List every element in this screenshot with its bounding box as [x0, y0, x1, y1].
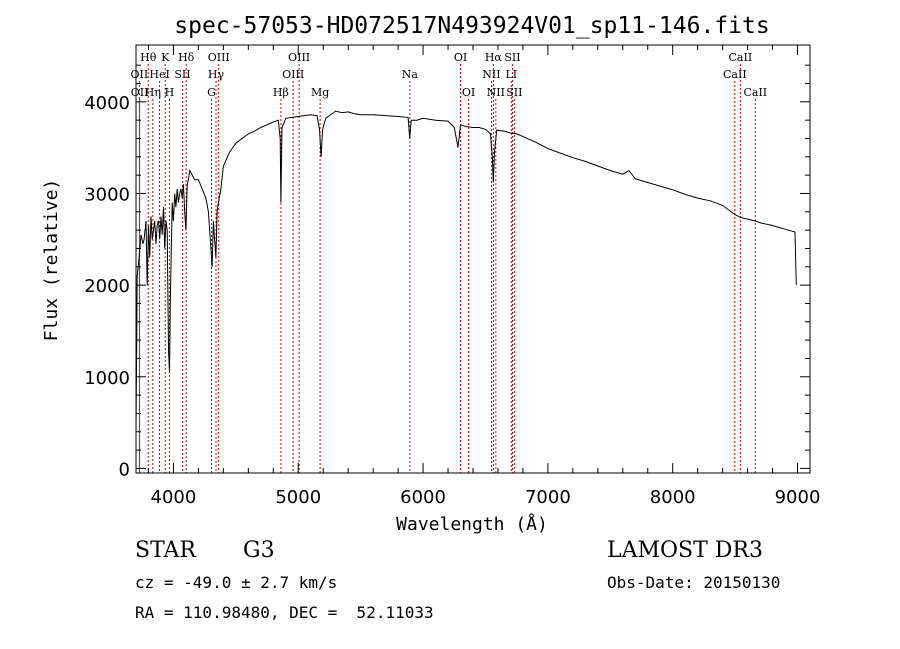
- line-label-8: Hδ: [178, 51, 195, 64]
- line-label-27: CaII: [743, 86, 767, 99]
- line-label-5: K: [161, 51, 170, 64]
- line-label-9: G: [207, 86, 216, 99]
- line-label-21: NII: [487, 86, 505, 99]
- survey-name: LAMOST DR3: [607, 538, 763, 563]
- x-tick-label: 7000: [525, 487, 571, 508]
- line-label-12: Hβ: [273, 86, 289, 99]
- obs-date-text: Obs-Date: 20150130: [607, 573, 781, 592]
- line-label-18: OI: [462, 86, 475, 99]
- y-tick-label: 0: [119, 459, 130, 480]
- line-label-26: CaII: [729, 51, 753, 64]
- y-tick-label: 2000: [84, 276, 130, 297]
- line-label-10: Hγ: [208, 68, 225, 81]
- line-label-23: LI: [505, 68, 517, 81]
- object-class: STAR: [135, 538, 196, 563]
- x-tick-label: 8000: [650, 487, 696, 508]
- line-label-15: Mg: [311, 86, 329, 99]
- y-tick-label: 3000: [84, 184, 130, 205]
- flux-series-line: [135, 110, 797, 432]
- line-label-6: H: [165, 86, 175, 99]
- line-label-1: OII: [131, 86, 149, 99]
- line-label-13: OIII: [282, 68, 304, 81]
- line-label-20: Hα: [485, 51, 503, 64]
- x-tick-label: 5000: [275, 487, 321, 508]
- line-label-0: OII: [131, 68, 149, 81]
- emission-line-labels: OII OII Hθ Hη HeI K H SII Hδ G Hγ OIII Hβ OIII OIII Mg N…: [131, 51, 768, 99]
- coordinates-text: RA = 110.98480, DEC = 52.11033: [135, 603, 434, 622]
- y-tick-label: 4000: [84, 93, 130, 114]
- x-tick-label: 6000: [400, 487, 446, 508]
- x-tick-label: 4000: [151, 487, 197, 508]
- line-label-24: SII: [506, 86, 522, 99]
- x-tick-label: 9000: [775, 487, 821, 508]
- y-tick-label: 1000: [84, 368, 130, 389]
- line-label-2: Hθ: [140, 51, 157, 64]
- x-axis-label: Wavelength (Å): [396, 513, 548, 535]
- plot-frame: [135, 44, 811, 474]
- y-axis-label: Flux (relative): [41, 179, 62, 342]
- x-axis-ticks: 4000 5000 6000 7000 8000 9000: [147, 45, 821, 508]
- line-label-11: OIII: [208, 51, 230, 64]
- line-label-4: HeI: [149, 68, 169, 81]
- chart-title: spec-57053-HD072517N493924V01_sp11-146.f…: [174, 13, 769, 39]
- line-label-25: CaII: [723, 68, 747, 81]
- redshift-text: cz = -49.0 ± 2.7 km/s: [135, 573, 338, 592]
- line-label-17: OI: [454, 51, 467, 64]
- subclass: G3: [243, 538, 275, 563]
- line-label-22: SII: [504, 51, 520, 64]
- line-label-16: Na: [402, 68, 419, 81]
- y-axis-ticks: 0 1000 2000 3000 4000: [84, 64, 810, 480]
- line-label-19: NII: [482, 68, 500, 81]
- emission-line-markers: [138, 64, 756, 473]
- line-label-7: SII: [174, 68, 190, 81]
- line-label-3: Hη: [145, 86, 161, 99]
- line-label-14: OIII: [288, 51, 310, 64]
